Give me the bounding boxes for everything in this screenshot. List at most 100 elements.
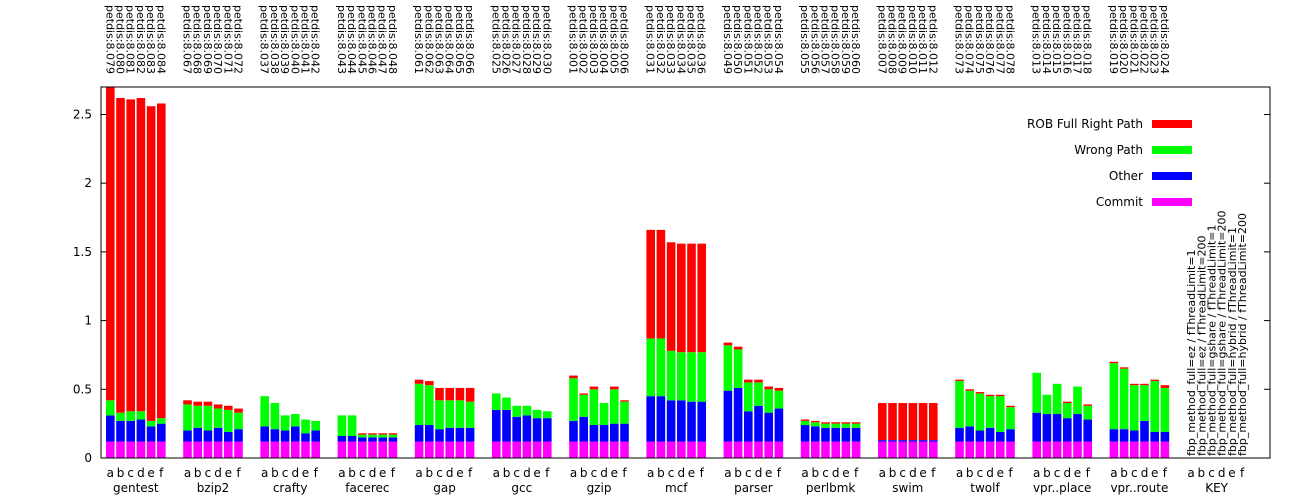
- key-line: fbp_method_full=ez / fThreadLimit=1: [1185, 249, 1198, 456]
- bar-segment-commit: [888, 441, 897, 458]
- key-line: fbp_method_full=ez / fThreadLimit=200: [1195, 235, 1208, 456]
- bar-letter: d: [755, 466, 763, 480]
- bar-segment-commit: [543, 441, 552, 458]
- bar-segment-rob: [697, 243, 706, 353]
- bar-segment-wrong: [666, 350, 676, 401]
- bar-segment-commit: [1160, 441, 1170, 458]
- benchmark-label: parser: [734, 481, 773, 495]
- bar-segment-other: [1119, 429, 1129, 442]
- bar-segment-commit: [744, 441, 753, 458]
- run-label: petdis:8.024: [1158, 5, 1171, 74]
- bar-letter: c: [205, 466, 212, 480]
- bar-letter: a: [1033, 466, 1040, 480]
- run-label: petdis:8.001: [567, 5, 580, 74]
- bar-segment-commit: [157, 441, 166, 458]
- bar-segment-other: [260, 426, 269, 442]
- bar-segment-commit: [733, 441, 743, 458]
- bar-segment-rob: [425, 381, 434, 386]
- run-label: petdis:8.014: [1040, 5, 1053, 74]
- bar-segment-commit: [1109, 441, 1119, 458]
- bar-segment-other: [610, 423, 619, 442]
- bar-letter: d: [214, 466, 222, 480]
- bar-segment-wrong: [996, 396, 1005, 432]
- bar-segment-commit: [280, 441, 290, 458]
- bar-segment-commit: [234, 441, 243, 458]
- bar-segment-commit: [146, 441, 156, 458]
- run-label: petdis:8.009: [896, 5, 909, 74]
- run-label: petdis:8.067: [181, 5, 194, 74]
- run-label: petdis:8.060: [849, 5, 862, 74]
- bar-segment-wrong: [831, 423, 840, 428]
- bar-segment-commit: [697, 441, 706, 458]
- bar-segment-rob: [579, 393, 588, 395]
- run-label: petdis:8.052: [752, 5, 765, 74]
- bar-segment-rob: [929, 403, 938, 441]
- bar-segment-wrong: [445, 400, 454, 428]
- run-label: petdis:8.077: [993, 5, 1006, 74]
- run-label: petdis:8.049: [721, 5, 734, 74]
- bar-segment-other: [821, 427, 830, 442]
- bar-letter: e: [456, 466, 463, 480]
- bar-segment-commit: [1032, 441, 1041, 458]
- bar-segment-commit: [800, 441, 810, 458]
- run-label: petdis:8.040: [288, 5, 301, 74]
- bar-segment-rob: [878, 403, 887, 441]
- bar-segment-other: [1160, 431, 1170, 442]
- bar-segment-wrong: [543, 411, 552, 419]
- bar-segment-commit: [1063, 441, 1072, 458]
- run-label: petdis:8.057: [819, 5, 832, 74]
- bar-segment-wrong: [1032, 372, 1041, 413]
- bar-segment-other: [378, 437, 387, 442]
- bar-segment-other: [522, 415, 532, 442]
- bar-letter: c: [899, 466, 906, 480]
- run-label: petdis:8.028: [520, 5, 533, 74]
- bar-letter: a: [570, 466, 577, 480]
- bar-segment-wrong: [579, 394, 588, 417]
- run-label: petdis:8.030: [540, 5, 553, 74]
- bar-segment-wrong: [841, 423, 851, 428]
- legend-label: Wrong Path: [1074, 143, 1143, 157]
- bar-segment-other: [445, 427, 454, 442]
- bar-letter: f: [777, 466, 782, 480]
- bar-letter: b: [811, 466, 819, 480]
- key-bar-letter: c: [1208, 466, 1215, 480]
- run-label: petdis:8.073: [953, 5, 966, 74]
- bar-segment-other: [1032, 412, 1041, 442]
- bar-segment-commit: [368, 441, 377, 458]
- bar-segment-commit: [610, 441, 619, 458]
- bar-segment-wrong: [744, 382, 753, 412]
- bar-segment-wrong: [1119, 368, 1129, 430]
- bar-segment-wrong: [800, 420, 810, 426]
- benchmark-label: swim: [892, 481, 923, 495]
- bar-segment-other: [996, 431, 1005, 442]
- run-label: petdis:8.017: [1071, 5, 1084, 74]
- bar-segment-rob: [620, 400, 629, 402]
- bar-segment-other: [1042, 414, 1052, 442]
- key-bar-letter: f: [1240, 466, 1245, 480]
- bar-segment-wrong: [1073, 386, 1082, 415]
- run-label: petdis:8.003: [587, 5, 600, 74]
- y-tick-label: 0.5: [73, 382, 92, 396]
- run-label: petdis:8.037: [258, 5, 271, 74]
- bar-segment-other: [157, 423, 166, 442]
- bar-segment-rob: [435, 387, 444, 401]
- bar-segment-rob: [1109, 361, 1119, 364]
- bar-segment-rob: [610, 386, 619, 390]
- run-label: petdis:8.068: [191, 5, 204, 74]
- bar-segment-rob: [955, 379, 964, 382]
- y-tick-label: 1: [84, 314, 92, 328]
- bar-segment-wrong: [492, 393, 501, 410]
- plot-frame: [100, 86, 1271, 459]
- bar-letter: f: [700, 466, 705, 480]
- bar-segment-rob: [224, 405, 233, 410]
- bar-segment-other: [733, 387, 743, 442]
- bar-segment-rob: [996, 394, 1005, 397]
- bar-segment-wrong: [646, 338, 655, 397]
- bar-segment-rob: [1063, 401, 1072, 404]
- bar-segment-commit: [347, 441, 357, 458]
- bar-segment-wrong: [532, 409, 542, 419]
- run-label: petdis:8.015: [1050, 5, 1063, 74]
- bar-segment-wrong: [378, 434, 387, 438]
- bar-segment-other: [301, 433, 310, 442]
- legend-swatch: [1152, 172, 1192, 180]
